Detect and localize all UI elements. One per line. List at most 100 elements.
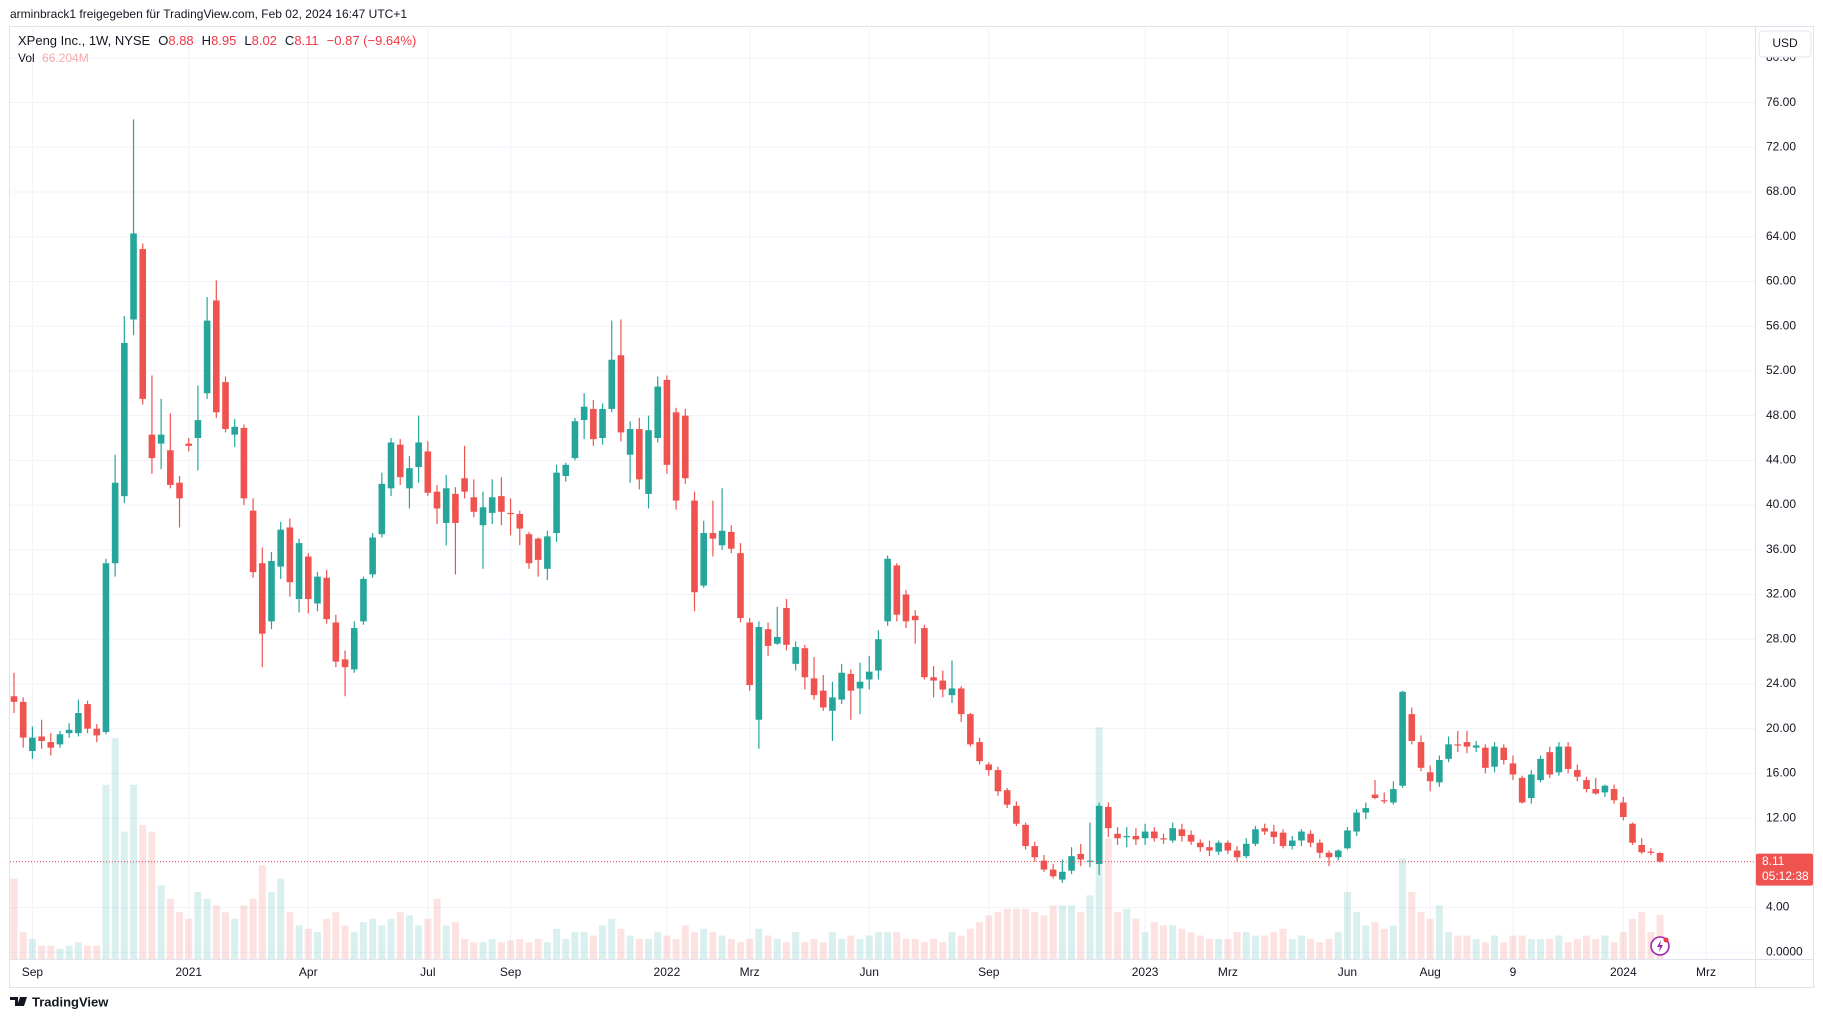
candle-body <box>1049 869 1057 877</box>
volume-bar <box>617 928 625 959</box>
candle-body <box>562 464 570 477</box>
volume-bar <box>801 942 809 959</box>
volume-bar <box>1573 938 1581 959</box>
ohlc-letter: O <box>158 33 169 48</box>
volume-bar <box>258 865 266 959</box>
candle-body <box>1592 789 1600 794</box>
volume-bar <box>1537 938 1545 959</box>
candle-body <box>976 742 983 762</box>
volume-bar <box>1224 938 1232 959</box>
candle-body <box>1252 829 1259 844</box>
volume-bar <box>1068 905 1076 959</box>
candle-body <box>341 659 349 668</box>
y-tick-label: 36.00 <box>1766 542 1796 556</box>
ohlc-letter: L <box>244 33 252 48</box>
volume-bar <box>1583 935 1591 959</box>
volume-bar <box>38 945 46 959</box>
y-tick-label: 12.00 <box>1766 810 1796 824</box>
volume-bar <box>120 831 128 959</box>
volume-bar <box>479 942 487 959</box>
x-tick-label: 9 <box>1510 965 1517 979</box>
volume-bar <box>902 938 910 959</box>
volume-bar <box>516 938 524 959</box>
volume-bar <box>267 892 275 959</box>
candle-body <box>1426 772 1434 782</box>
volume-bar <box>359 922 367 959</box>
candle-body <box>902 594 910 622</box>
candle-body <box>286 527 294 583</box>
volume-bar <box>185 918 193 959</box>
candle-body <box>553 472 560 534</box>
volume-bar <box>1408 892 1416 959</box>
candle-body <box>590 408 597 440</box>
candle-body <box>139 249 147 399</box>
alert-dot[interactable] <box>1663 937 1669 943</box>
alert-icon[interactable] <box>1650 936 1670 956</box>
candle-body <box>304 556 312 599</box>
candle-body <box>580 406 588 421</box>
candle-body <box>378 483 386 535</box>
x-tick-label: 2021 <box>175 965 202 979</box>
volume-bar <box>1196 935 1204 959</box>
candle-body <box>1436 759 1443 783</box>
candle-body <box>1454 744 1462 746</box>
volume-bar <box>1426 918 1434 959</box>
candle-body <box>222 382 229 430</box>
candle-body <box>84 704 91 729</box>
candle-body <box>746 622 753 686</box>
candle-body <box>1261 828 1268 832</box>
volume-bar <box>1399 858 1407 959</box>
candle-body <box>819 690 827 708</box>
candle-body <box>755 626 763 720</box>
volume-bar <box>102 784 110 959</box>
volume-bar <box>709 932 717 959</box>
candle-body <box>1472 745 1480 748</box>
volume-bar <box>74 942 82 959</box>
x-tick-label: Jun <box>1338 965 1357 979</box>
volume-bar <box>166 898 174 959</box>
volume-bar <box>1104 838 1112 959</box>
volume-bar <box>488 938 496 959</box>
volume-bar <box>332 912 340 959</box>
volume-bar <box>893 932 901 959</box>
volume-bar <box>1389 925 1397 959</box>
candle-body <box>1215 842 1222 852</box>
candle-body <box>111 482 119 564</box>
currency-button[interactable] <box>1758 30 1812 58</box>
volume-title: Vol <box>18 51 35 65</box>
ohlc-value: 8.02 <box>251 33 277 48</box>
y-tick-label: 48.00 <box>1766 408 1796 422</box>
volume-bar <box>304 928 312 959</box>
candle-body <box>994 770 1002 792</box>
candle-body <box>1031 846 1039 858</box>
volume-bar <box>203 898 211 959</box>
candle-body <box>682 415 689 479</box>
candle-body <box>213 300 220 413</box>
volume-bar <box>176 912 184 959</box>
candle-body <box>1574 770 1581 777</box>
candle-body <box>773 637 781 644</box>
volume-bar <box>1518 935 1526 959</box>
candle-body <box>314 576 321 604</box>
volume-bar <box>442 925 450 959</box>
candle-body <box>1206 847 1213 851</box>
candle-body <box>856 681 864 689</box>
x-tick-label: Sep <box>22 965 44 979</box>
volume-bar <box>130 784 138 959</box>
currency-label[interactable]: USD <box>1772 36 1798 50</box>
volume-bar <box>562 938 570 959</box>
candle-body <box>1095 805 1103 864</box>
volume-bar <box>1619 932 1627 959</box>
volume-bar <box>231 918 239 959</box>
candle-body <box>1482 747 1489 768</box>
candle-body <box>1233 850 1241 858</box>
alert-bolt[interactable] <box>1657 940 1663 952</box>
candle-body <box>406 468 413 489</box>
volume-bar <box>56 948 64 959</box>
volume-bar <box>1472 938 1480 959</box>
candle-body <box>599 408 606 438</box>
candle-body <box>1371 794 1379 799</box>
candle-body <box>102 563 110 733</box>
volume-bar <box>838 938 846 959</box>
